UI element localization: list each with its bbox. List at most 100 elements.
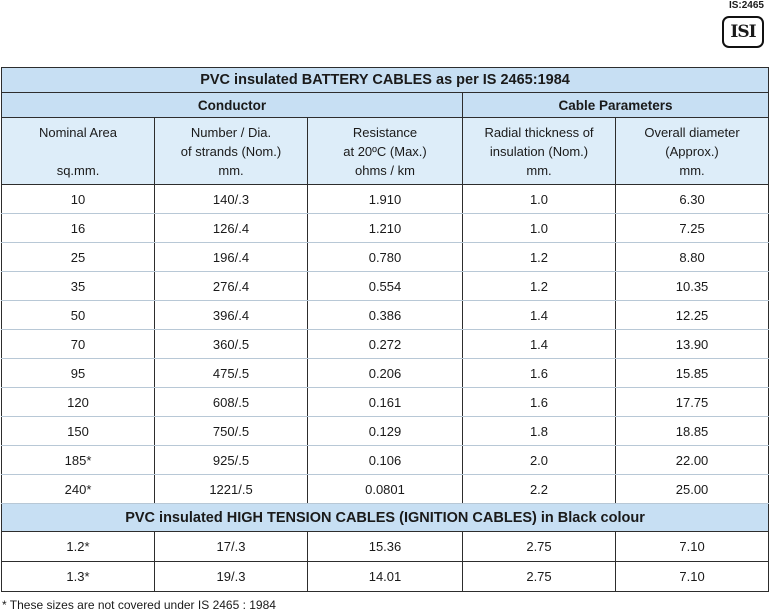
insulation-cell: 1.0 bbox=[462, 213, 616, 243]
insulation-cell: 1.0 bbox=[462, 184, 616, 214]
nominal-area-cell: 10 bbox=[1, 184, 155, 214]
strands-cell: 360/.5 bbox=[154, 329, 308, 359]
standard-number-label: IS:2465 bbox=[728, 0, 764, 11]
nominal-area-cell: 1.2* bbox=[1, 531, 155, 562]
insulation-cell: 2.75 bbox=[462, 531, 616, 562]
column-header-insulation-thickness: Radial thickness of insulation (Nom.) mm… bbox=[462, 117, 616, 185]
column-header-line: mm. bbox=[679, 162, 705, 178]
table-row: 70 360/.5 0.272 1.4 13.90 bbox=[1, 329, 770, 359]
resistance-cell: 1.910 bbox=[307, 184, 463, 214]
resistance-cell: 1.210 bbox=[307, 213, 463, 243]
table-row: 95 475/.5 0.206 1.6 15.85 bbox=[1, 358, 770, 388]
insulation-cell: 2.2 bbox=[462, 474, 616, 504]
column-header-strands: Number / Dia. of strands (Nom.) mm. bbox=[154, 117, 308, 185]
column-header-overall-diameter: Overall diameter (Approx.) mm. bbox=[614, 117, 770, 185]
resistance-cell: 14.01 bbox=[307, 561, 463, 592]
resistance-cell: 0.554 bbox=[307, 271, 463, 301]
table-row: 240* 1221/.5 0.0801 2.2 25.00 bbox=[1, 474, 770, 504]
column-header-line: Resistance bbox=[352, 124, 418, 140]
table-row: 1.3* 19/.3 14.01 2.75 7.10 bbox=[1, 561, 770, 592]
diameter-cell: 8.80 bbox=[614, 242, 770, 272]
diameter-cell: 12.25 bbox=[614, 300, 770, 330]
group-header-row: Conductor Cable Parameters bbox=[1, 92, 770, 118]
strands-cell: 17/.3 bbox=[154, 531, 308, 562]
diameter-cell: 13.90 bbox=[614, 329, 770, 359]
table-row: 185* 925/.5 0.106 2.0 22.00 bbox=[1, 445, 770, 475]
column-header-line: at 20ºC (Max.) bbox=[343, 143, 427, 159]
column-header-line: Nominal Area bbox=[38, 124, 118, 140]
column-header-line: Number / Dia. bbox=[190, 124, 272, 140]
resistance-cell: 0.161 bbox=[307, 387, 463, 417]
column-header-line: insulation (Nom.) bbox=[489, 143, 589, 159]
isi-certification-logo: ISI bbox=[722, 16, 764, 48]
strands-cell: 140/.3 bbox=[154, 184, 308, 214]
diameter-cell: 10.35 bbox=[614, 271, 770, 301]
table-row: 25 196/.4 0.780 1.2 8.80 bbox=[1, 242, 770, 272]
nominal-area-cell: 185* bbox=[1, 445, 155, 475]
insulation-cell: 1.6 bbox=[462, 387, 616, 417]
diameter-cell: 15.85 bbox=[614, 358, 770, 388]
insulation-cell: 2.0 bbox=[462, 445, 616, 475]
diameter-cell: 7.10 bbox=[614, 531, 770, 562]
insulation-cell: 1.4 bbox=[462, 300, 616, 330]
nominal-area-cell: 240* bbox=[1, 474, 155, 504]
nominal-area-cell: 25 bbox=[1, 242, 155, 272]
resistance-cell: 0.206 bbox=[307, 358, 463, 388]
column-header-nominal-area: Nominal Area sq.mm. bbox=[1, 117, 155, 185]
resistance-cell: 0.272 bbox=[307, 329, 463, 359]
column-header-line: ohms / km bbox=[355, 162, 415, 178]
nominal-area-cell: 95 bbox=[1, 358, 155, 388]
nominal-area-cell: 150 bbox=[1, 416, 155, 446]
column-header-line: Overall diameter bbox=[644, 124, 740, 140]
ignition-title-row: PVC insulated HIGH TENSION CABLES (IGNIT… bbox=[0, 503, 770, 532]
column-header-spacer bbox=[2, 142, 154, 161]
column-header-line: mm. bbox=[218, 162, 244, 178]
table-row: 50 396/.4 0.386 1.4 12.25 bbox=[1, 300, 770, 330]
nominal-area-cell: 70 bbox=[1, 329, 155, 359]
insulation-cell: 1.2 bbox=[462, 242, 616, 272]
column-header-line: (Approx.) bbox=[665, 143, 719, 159]
nominal-area-cell: 16 bbox=[1, 213, 155, 243]
insulation-cell: 2.75 bbox=[462, 561, 616, 592]
group-header-cable-parameters: Cable Parameters bbox=[461, 92, 770, 118]
table-row: 10 140/.3 1.910 1.0 6.30 bbox=[1, 184, 770, 214]
resistance-cell: 0.780 bbox=[307, 242, 463, 272]
insulation-cell: 1.2 bbox=[462, 271, 616, 301]
column-header-row: Nominal Area sq.mm. Number / Dia. of str… bbox=[1, 117, 770, 185]
resistance-cell: 0.106 bbox=[307, 445, 463, 475]
column-header-line: mm. bbox=[526, 162, 552, 178]
resistance-cell: 0.386 bbox=[307, 300, 463, 330]
resistance-cell: 0.129 bbox=[307, 416, 463, 446]
table-row: 150 750/.5 0.129 1.8 18.85 bbox=[1, 416, 770, 446]
nominal-area-cell: 1.3* bbox=[1, 561, 155, 592]
table-row: 120 608/.5 0.161 1.6 17.75 bbox=[1, 387, 770, 417]
column-header-line: of strands (Nom.) bbox=[180, 143, 282, 159]
battery-cable-spec-table: PVC insulated BATTERY CABLES as per IS 2… bbox=[0, 67, 770, 592]
footnote: * These sizes are not covered under IS 2… bbox=[2, 598, 276, 612]
diameter-cell: 22.00 bbox=[614, 445, 770, 475]
strands-cell: 750/.5 bbox=[154, 416, 308, 446]
insulation-cell: 1.8 bbox=[462, 416, 616, 446]
column-header-resistance: Resistance at 20ºC (Max.) ohms / km bbox=[307, 117, 463, 185]
resistance-cell: 15.36 bbox=[307, 531, 463, 562]
table-row: 16 126/.4 1.210 1.0 7.25 bbox=[1, 213, 770, 243]
diameter-cell: 7.10 bbox=[614, 561, 770, 592]
strands-cell: 396/.4 bbox=[154, 300, 308, 330]
nominal-area-cell: 35 bbox=[1, 271, 155, 301]
insulation-cell: 1.4 bbox=[462, 329, 616, 359]
resistance-cell: 0.0801 bbox=[307, 474, 463, 504]
diameter-cell: 7.25 bbox=[614, 213, 770, 243]
diameter-cell: 6.30 bbox=[614, 184, 770, 214]
nominal-area-cell: 120 bbox=[1, 387, 155, 417]
strands-cell: 608/.5 bbox=[154, 387, 308, 417]
table-row: 1.2* 17/.3 15.36 2.75 7.10 bbox=[1, 531, 770, 562]
insulation-cell: 1.6 bbox=[462, 358, 616, 388]
table-row: 35 276/.4 0.554 1.2 10.35 bbox=[1, 271, 770, 301]
strands-cell: 126/.4 bbox=[154, 213, 308, 243]
diameter-cell: 17.75 bbox=[614, 387, 770, 417]
diameter-cell: 18.85 bbox=[614, 416, 770, 446]
column-header-line: sq.mm. bbox=[56, 162, 100, 178]
strands-cell: 276/.4 bbox=[154, 271, 308, 301]
strands-cell: 475/.5 bbox=[154, 358, 308, 388]
nominal-area-cell: 50 bbox=[1, 300, 155, 330]
